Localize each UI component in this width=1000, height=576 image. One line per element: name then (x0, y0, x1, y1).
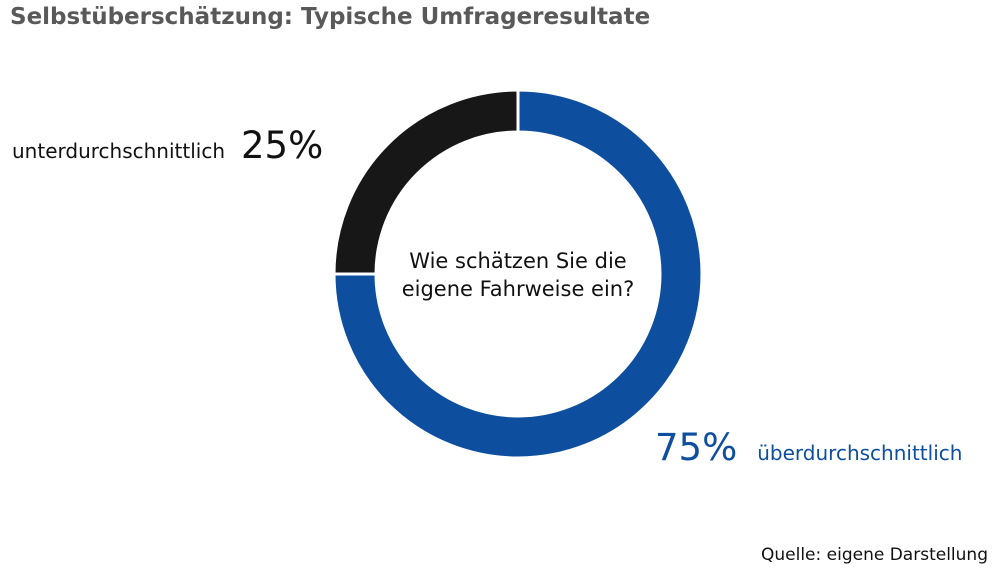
source-note: Quelle: eigene Darstellung (761, 545, 988, 565)
percent-label: 75% (655, 426, 738, 469)
category-label: unterdurchschnittlich (12, 139, 225, 163)
donut-slice-überdurchschnittlich (332, 88, 704, 460)
slice-label-ueberdurchschnittlich: 75% überdurchschnittlich (655, 426, 962, 469)
chart-title: Selbstüberschätzung: Typische Umfrageres… (10, 4, 651, 30)
center-text-line-1: Wie schätzen Sie die (409, 249, 627, 273)
category-label: überdurchschnittlich (757, 441, 963, 465)
percent-label: 25% (241, 124, 324, 167)
donut-slice-unterdurchschnittlich (332, 88, 520, 276)
center-text-line-2: eigene Fahrweise ein? (401, 277, 635, 301)
donut-center-question: Wie schätzen Sie die eigene Fahrweise ei… (378, 247, 658, 303)
slice-label-unterdurchschnittlich: unterdurchschnittlich 25% (12, 124, 323, 167)
